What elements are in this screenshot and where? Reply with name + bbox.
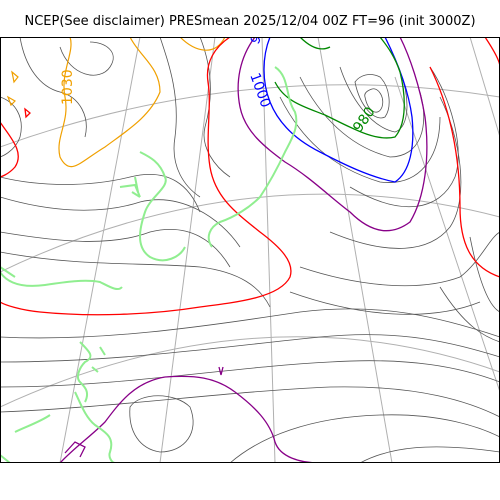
isobar-1020 — [0, 121, 19, 178]
label-980: 980 — [350, 104, 378, 135]
longitude-line — [59, 37, 141, 463]
longitude-line — [159, 37, 216, 463]
graticule — [0, 37, 500, 463]
isobar-1010 — [237, 37, 428, 232]
isobar-1030 — [6, 70, 19, 107]
isobar-1010 — [218, 366, 224, 376]
isobar-1020 — [0, 37, 292, 316]
longitude-line — [317, 37, 393, 463]
isobar-1020 — [24, 107, 31, 119]
label-1000: 1000 — [246, 71, 273, 110]
label-990: 990 — [248, 37, 272, 47]
isobar-1010 — [64, 441, 86, 458]
map-title: NCEP(See disclaimer) PRESmean 2025/12/04… — [24, 14, 476, 29]
isobar-1030 — [179, 37, 226, 51]
latitude-line — [0, 336, 500, 408]
isobars — [0, 37, 500, 463]
longitude-line — [394, 76, 500, 393]
isobar-1030 — [58, 37, 161, 168]
isobar-990 — [299, 37, 331, 50]
isobar-1000 — [263, 37, 414, 183]
label-1030: 1030 — [60, 69, 76, 105]
coastline — [0, 66, 298, 463]
longitude-line — [261, 37, 276, 463]
isobar-1010 — [59, 375, 321, 463]
longitude-line — [469, 37, 500, 138]
isobar-990 — [274, 37, 405, 139]
isobar-1020 — [429, 66, 500, 278]
latitude-line — [0, 84, 500, 148]
isobar-1020 — [484, 37, 500, 68]
pressure-map: 1030 1000 980 990 — [0, 37, 500, 463]
